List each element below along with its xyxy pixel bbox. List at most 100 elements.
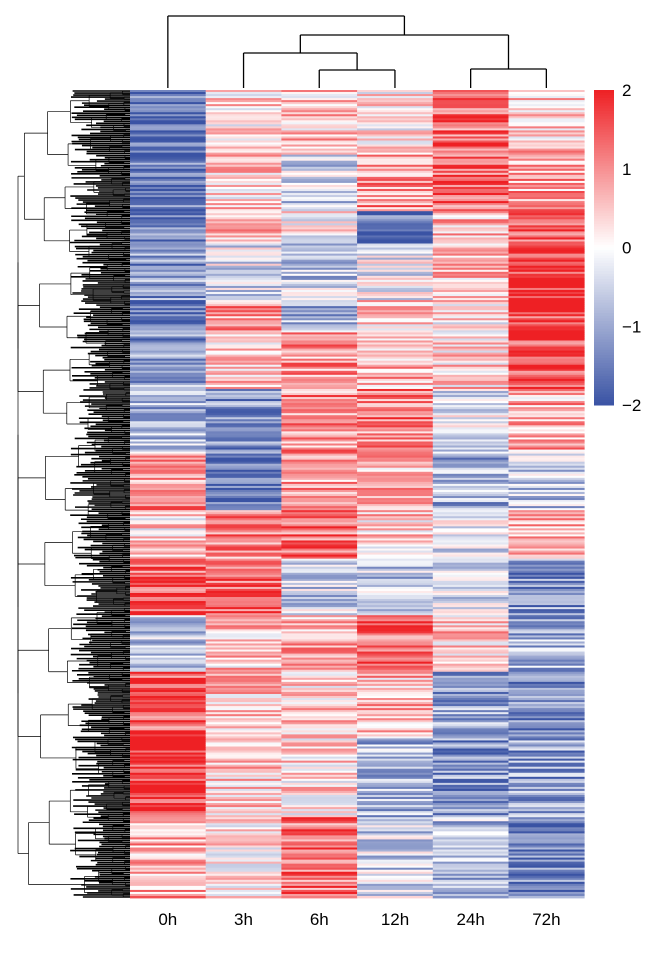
heatmap-cell xyxy=(205,90,282,93)
heatmap-cell xyxy=(130,364,207,368)
heatmap-cell xyxy=(205,542,282,545)
heatmap-cell xyxy=(432,544,509,547)
heatmap-cell xyxy=(508,667,585,671)
heatmap-cell xyxy=(130,114,207,117)
heatmap-cell xyxy=(432,813,509,816)
heatmap-cell xyxy=(130,207,207,210)
heatmap-cell xyxy=(281,865,358,869)
heatmap-cell xyxy=(130,116,207,119)
heatmap-cell xyxy=(508,140,585,143)
heatmap-cell xyxy=(432,619,509,622)
heatmap-cell xyxy=(357,546,434,549)
heatmap-cell xyxy=(281,281,358,285)
heatmap-cell xyxy=(281,635,358,638)
heatmap-cell xyxy=(281,778,358,782)
color-scale-step xyxy=(594,197,614,201)
heatmap-cell xyxy=(281,247,358,250)
heatmap-cell xyxy=(432,447,509,450)
heatmap-cell xyxy=(281,372,358,376)
heatmap-cell xyxy=(432,508,509,511)
heatmap-cell xyxy=(432,784,509,788)
heatmap-cell xyxy=(432,146,509,149)
color-scale-step xyxy=(594,92,614,96)
heatmap-cell xyxy=(432,320,509,323)
heatmap-cell xyxy=(130,738,207,741)
heatmap-cell xyxy=(281,356,358,360)
heatmap-cell xyxy=(205,592,282,596)
heatmap-cell xyxy=(281,570,358,574)
heatmap-cell xyxy=(281,776,358,780)
heatmap-cell xyxy=(205,314,282,317)
heatmap-cell xyxy=(432,756,509,760)
heatmap-cell xyxy=(281,253,358,257)
heatmap-cell xyxy=(205,782,282,786)
heatmap-cell xyxy=(205,496,282,499)
heatmap-cell xyxy=(130,285,207,289)
heatmap-cell xyxy=(130,366,207,370)
heatmap-cell xyxy=(281,150,358,154)
heatmap-cell xyxy=(205,776,282,780)
heatmap-cell xyxy=(130,225,207,228)
heatmap-cell xyxy=(205,419,282,422)
heatmap-cell xyxy=(432,90,509,93)
heatmap-cell xyxy=(130,443,207,446)
heatmap-cell xyxy=(281,322,358,325)
heatmap-cell xyxy=(508,368,585,372)
heatmap-cell xyxy=(357,655,434,659)
color-scale-step xyxy=(594,163,614,167)
heatmap-cell xyxy=(508,277,585,281)
heatmap-cell xyxy=(432,643,509,646)
heatmap-cell xyxy=(130,510,207,513)
heatmap-cell xyxy=(432,279,509,283)
color-scale-step xyxy=(594,176,614,180)
heatmap-cell xyxy=(357,271,434,275)
heatmap-cell xyxy=(130,879,207,883)
heatmap-cell xyxy=(281,283,358,287)
heatmap-cell xyxy=(130,546,207,549)
heatmap-cell xyxy=(432,102,509,105)
heatmap-cell xyxy=(432,845,509,848)
heatmap-cell xyxy=(357,223,434,226)
heatmap-cell xyxy=(205,245,282,248)
heatmap-cell xyxy=(432,265,509,269)
heatmap-cell xyxy=(432,475,509,479)
heatmap-cell xyxy=(357,524,434,527)
heatmap-cell xyxy=(432,136,509,139)
heatmap-cell xyxy=(508,845,585,848)
heatmap-cell xyxy=(281,289,358,293)
heatmap-cell xyxy=(508,572,585,576)
heatmap-cell xyxy=(508,304,585,307)
heatmap-cell xyxy=(357,887,434,891)
heatmap-cell xyxy=(508,433,585,436)
heatmap-cell xyxy=(281,388,358,392)
heatmap-cell xyxy=(432,477,509,481)
heatmap-cell xyxy=(205,657,282,661)
heatmap-cell xyxy=(357,861,434,865)
heatmap-cell xyxy=(432,605,509,608)
heatmap-cell xyxy=(205,201,282,204)
heatmap-cell xyxy=(432,764,509,768)
heatmap-cell xyxy=(130,209,207,212)
heatmap-cell xyxy=(357,504,434,507)
heatmap-cell xyxy=(357,665,434,669)
heatmap-cell xyxy=(432,273,509,277)
heatmap-cell xyxy=(432,584,509,588)
heatmap-cell xyxy=(281,827,358,830)
heatmap-cell xyxy=(130,324,207,327)
heatmap-cell xyxy=(357,205,434,208)
heatmap-cell xyxy=(205,106,282,109)
heatmap-cell xyxy=(205,342,282,345)
heatmap-cell xyxy=(432,281,509,285)
heatmap-cell xyxy=(432,94,509,97)
heatmap-cell xyxy=(357,342,434,345)
heatmap-cell xyxy=(357,263,434,267)
heatmap-cell xyxy=(281,558,358,562)
heatmap-cell xyxy=(508,382,585,386)
heatmap-cell xyxy=(281,277,358,281)
heatmap-cell xyxy=(130,94,207,97)
heatmap-cell xyxy=(508,269,585,273)
heatmap-cell xyxy=(281,792,358,796)
heatmap-cell xyxy=(508,184,585,188)
heatmap-cell xyxy=(130,809,207,812)
heatmap-cell xyxy=(130,419,207,422)
